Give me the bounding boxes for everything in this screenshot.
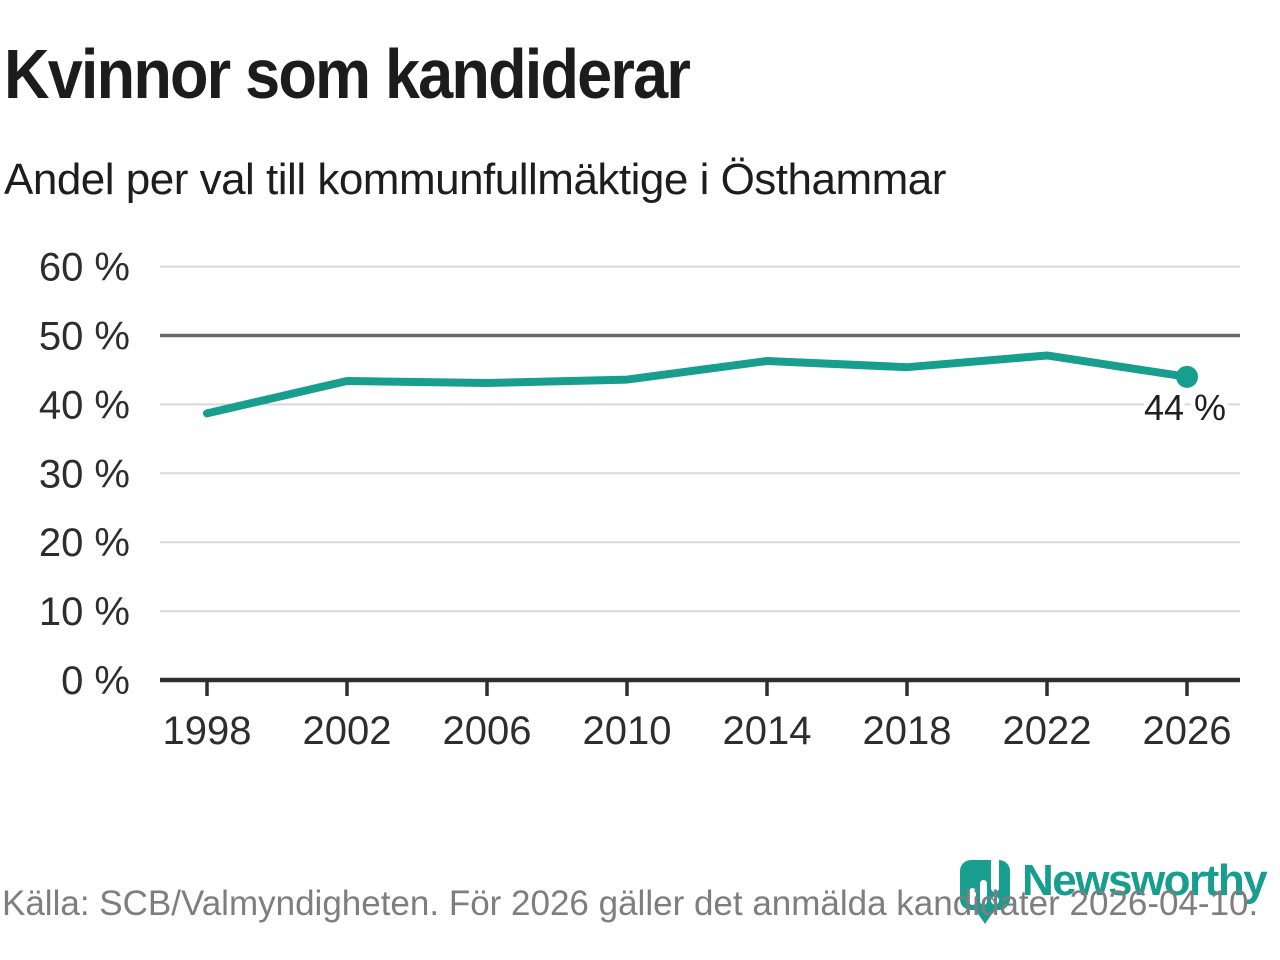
- y-axis-label: 60 %: [39, 246, 130, 290]
- y-axis-label: 10 %: [39, 590, 130, 634]
- x-axis-label: 2018: [863, 709, 952, 753]
- end-point-label: 44 %: [1144, 387, 1226, 428]
- y-axis-label: 30 %: [39, 452, 130, 496]
- newsworthy-logo-icon: [960, 854, 1010, 924]
- x-axis-label: 2026: [1143, 709, 1232, 753]
- y-axis-label: 0 %: [61, 659, 130, 703]
- x-axis-label: 1998: [163, 709, 252, 753]
- x-axis-label: 2010: [583, 709, 672, 753]
- x-axis-label: 2002: [303, 709, 392, 753]
- x-axis-label: 2014: [723, 709, 812, 753]
- newsworthy-logo: Newsworthy: [958, 852, 1268, 930]
- x-axis-label: 2006: [443, 709, 532, 753]
- x-axis-label: 2022: [1003, 709, 1092, 753]
- end-point-dot: [1176, 365, 1198, 388]
- y-axis-label: 40 %: [39, 383, 130, 427]
- trend-line: [203, 351, 1191, 418]
- chart-subtitle: Andel per val till kommunfullmäktige i Ö…: [4, 155, 946, 204]
- newsworthy-wordmark: Newsworthy: [1022, 856, 1268, 905]
- y-axis-label: 20 %: [39, 521, 130, 565]
- y-axis-label: 50 %: [39, 315, 130, 359]
- line-chart: 0 % 10 % 20 % 30 % 40 % 50 % 60 % 1998 2002 2006 2…: [39, 246, 1240, 753]
- source-note: Källa: SCB/Valmyndigheten. För 2026 gäll…: [2, 884, 1259, 923]
- chart-title: Kvinnor som kandiderar: [4, 35, 691, 113]
